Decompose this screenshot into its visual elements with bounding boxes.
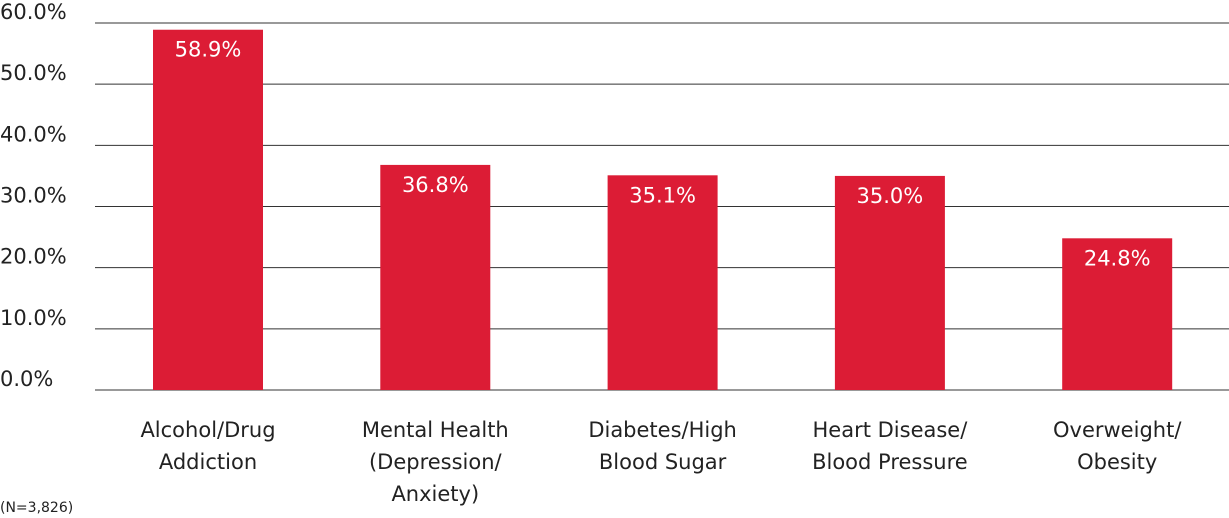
x-tick-label: Alcohol/Drug Addiction — [140, 418, 275, 474]
bar — [607, 175, 718, 390]
value-label: 35.0% — [857, 184, 924, 208]
y-tick-label: 50.0% — [0, 61, 67, 85]
bar — [380, 164, 491, 390]
y-tick-label: 60.0% — [0, 0, 67, 24]
y-tick-label: 30.0% — [0, 184, 67, 208]
bar — [153, 29, 263, 390]
bar — [834, 175, 945, 390]
value-label: 36.8% — [402, 173, 469, 197]
value-label: 35.1% — [629, 183, 696, 207]
value-label: 24.8% — [1084, 246, 1151, 270]
bar — [1062, 238, 1173, 390]
x-tick-label: Heart Disease/Blood Pressure — [812, 418, 968, 474]
x-tick-label: Mental Health (Depression/Anxiety) — [362, 418, 509, 506]
y-tick-label: 0.0% — [0, 367, 53, 391]
x-tick-label: Overweight/Obesity — [1053, 418, 1182, 474]
value-label: 58.9% — [175, 38, 242, 62]
y-tick-label: 40.0% — [0, 122, 67, 146]
x-tick-label: Diabetes/High Blood Sugar — [588, 418, 737, 474]
note: (N=3,826) — [0, 500, 73, 516]
y-tick-label: 10.0% — [0, 306, 67, 330]
y-tick-label: 20.0% — [0, 245, 67, 269]
